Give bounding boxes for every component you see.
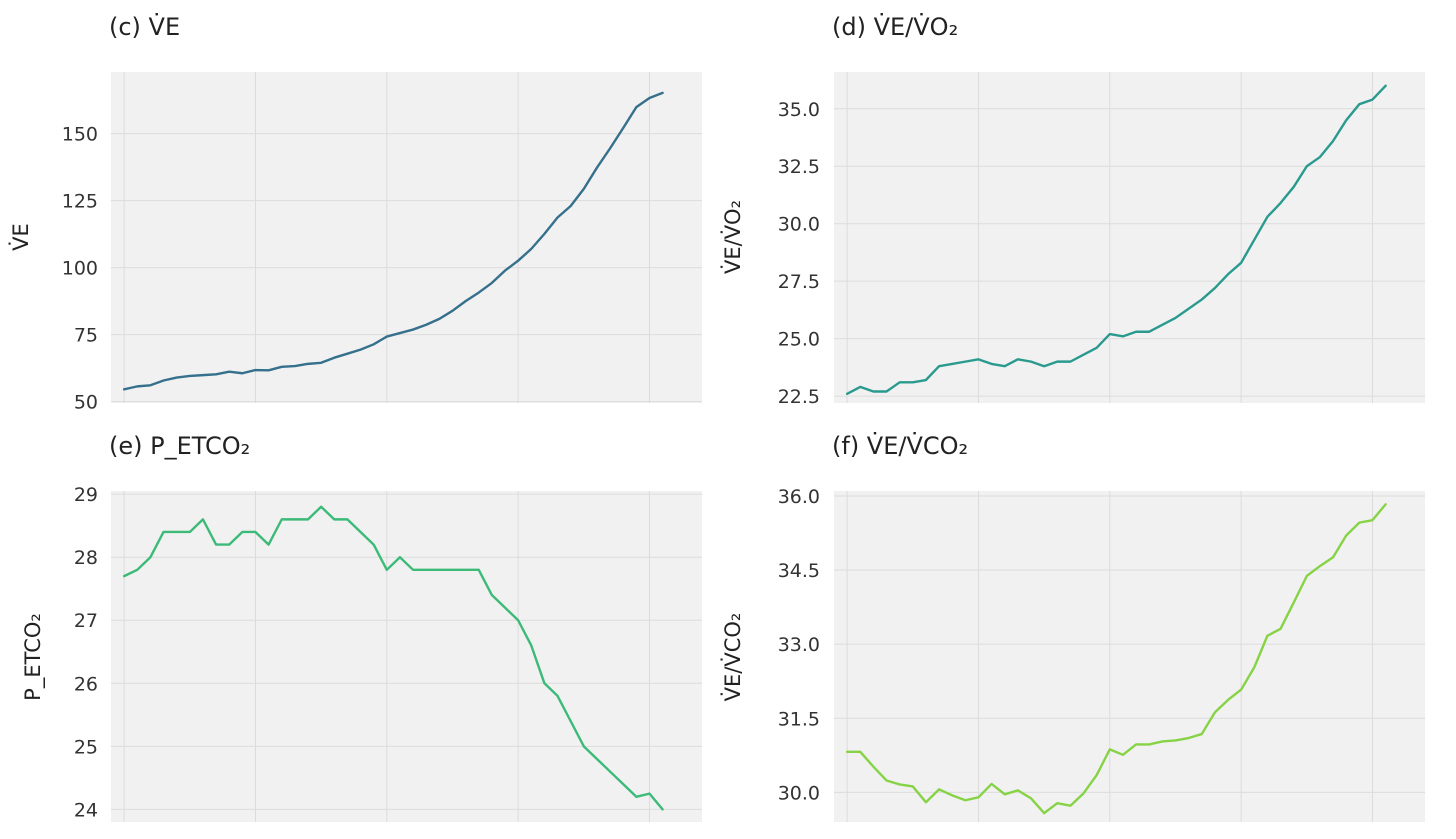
- y-tick-label: 27.5: [778, 271, 820, 293]
- plot-area: [834, 72, 1425, 403]
- chart-title: (c) V̇E: [109, 13, 180, 41]
- y-axis-label: V̇E: [8, 223, 33, 251]
- chart-title: (e) P_ETCO₂: [109, 432, 250, 460]
- plot-area: [834, 491, 1425, 822]
- y-axis-label: V̇E/V̇CO₂: [720, 613, 745, 702]
- y-tick-label: 25: [74, 736, 98, 758]
- chart-panel-1: 50 75 100 125 150 (c) V̇E V̇E: [8, 13, 702, 414]
- chart-panel-3: 24 25 26 27 28 29 (e) P_ETCO₂ P_ETCO₂: [21, 432, 702, 822]
- y-tick-label: 22.5: [778, 386, 820, 408]
- y-tick-label: 36.0: [778, 486, 820, 508]
- chart-panel-2: 22.5 25.0 27.5 30.0 32.5 35.0 (d) V̇E/V̇O₂ V̇E/…: [720, 13, 1425, 408]
- y-tick-label: 35.0: [778, 99, 820, 121]
- y-tick-label: 100: [62, 258, 98, 280]
- chart-title: (d) V̇E/V̇O₂: [832, 13, 958, 41]
- y-tick-label: 30.0: [778, 214, 820, 236]
- y-tick-label: 26: [74, 673, 98, 695]
- plot-area: [111, 72, 702, 403]
- y-axis-label: P_ETCO₂: [21, 613, 46, 701]
- series-line: [845, 503, 1387, 815]
- y-tick-label: 34.5: [778, 560, 820, 582]
- y-tick-label: 75: [74, 325, 98, 347]
- plot-area: [111, 491, 702, 822]
- series-line: [122, 505, 664, 811]
- y-tick-label: 33.0: [778, 634, 820, 656]
- y-tick-label: 50: [74, 392, 98, 414]
- chart-title: (f) V̇E/V̇CO₂: [832, 432, 968, 460]
- y-tick-label: 25.0: [778, 329, 820, 351]
- y-tick-label: 125: [62, 191, 98, 213]
- y-tick-label: 32.5: [778, 156, 820, 178]
- y-tick-label: 31.5: [778, 708, 820, 730]
- series-line: [122, 91, 664, 391]
- y-tick-label: 27: [74, 610, 98, 632]
- y-axis-label: V̇E/V̇O₂: [720, 200, 745, 274]
- y-tick-label: 24: [74, 799, 98, 821]
- chart-panel-4: 30.0 31.5 33.0 34.5 36.0 (f) V̇E/V̇CO₂ V̇E/V̇C…: [720, 432, 1425, 822]
- y-tick-label: 28: [74, 547, 98, 569]
- y-tick-label: 150: [62, 124, 98, 146]
- y-tick-label: 29: [74, 484, 98, 506]
- y-tick-label: 30.0: [778, 782, 820, 804]
- series-line: [845, 84, 1387, 396]
